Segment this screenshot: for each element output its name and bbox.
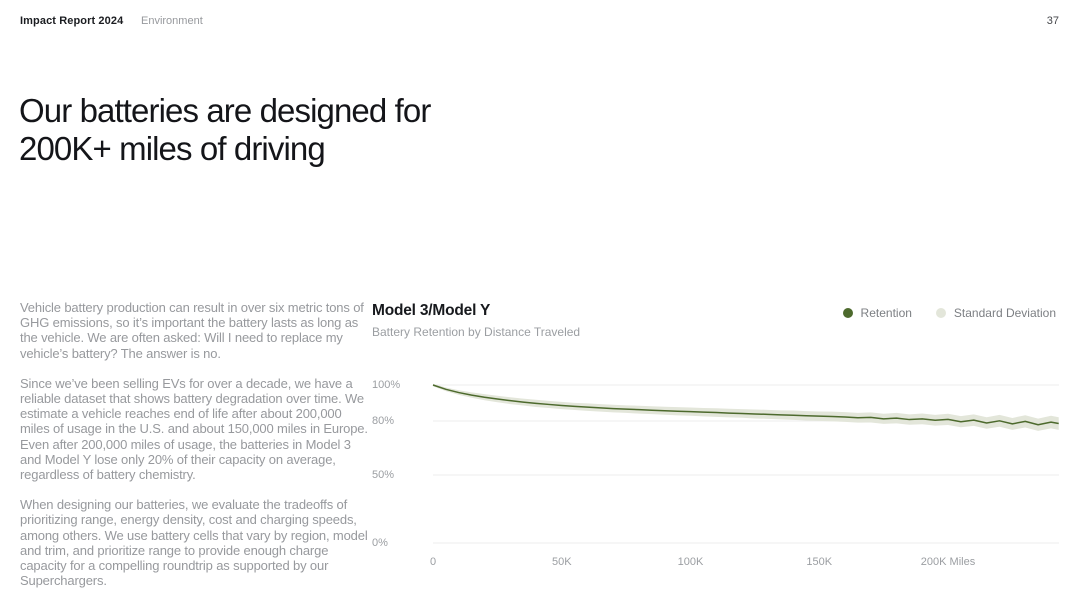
paragraph-battery-design: When designing our batteries, we evaluat… (20, 497, 368, 589)
standard-deviation-band (433, 383, 1059, 431)
legend-item-retention[interactable]: Retention (842, 306, 912, 320)
x-tick-label: 0 (429, 556, 437, 568)
x-tick-label: 150K (806, 556, 833, 568)
x-tick-label: 100K (677, 556, 704, 568)
chart-title: Model 3/Model Y (372, 302, 491, 319)
legend-item-standard-deviation[interactable]: Standard Deviation (935, 306, 1056, 320)
report-title: Impact Report 2024 (20, 15, 124, 27)
legend-label-retention: Retention (860, 306, 912, 320)
y-tick-label: 50% (372, 469, 395, 481)
page-headline: Our batteries are designed for 200K+ mil… (19, 92, 431, 167)
section-label: Environment (141, 15, 203, 27)
x-tick-label: 200K Miles (920, 556, 976, 568)
body-text-column: Vehicle battery production can result in… (20, 300, 372, 603)
plot-svg (432, 383, 1059, 544)
y-tick-label: 80% (372, 415, 395, 427)
y-tick-label: 100% (372, 379, 401, 391)
standard-deviation-dot-icon (935, 308, 946, 318)
chart-legend: Retention Standard Deviation (842, 306, 1056, 320)
paragraph-degradation-dataset: Since we’ve been selling EVs for over a … (20, 375, 368, 483)
retention-line (432, 384, 1059, 426)
x-tick-label: 50K (551, 556, 572, 568)
retention-dot-icon (842, 308, 853, 318)
page-number: 37 (1046, 15, 1059, 27)
battery-retention-chart: 100% 80% 50% 0% 0 50K 100K 150K 200K Miles (372, 372, 1059, 582)
legend-label-standard-deviation: Standard Deviation (953, 306, 1056, 320)
chart-subtitle: Battery Retention by Distance Traveled (372, 325, 581, 339)
paragraph-battery-production: Vehicle battery production can result in… (20, 300, 364, 361)
y-tick-label: 0% (372, 537, 388, 549)
